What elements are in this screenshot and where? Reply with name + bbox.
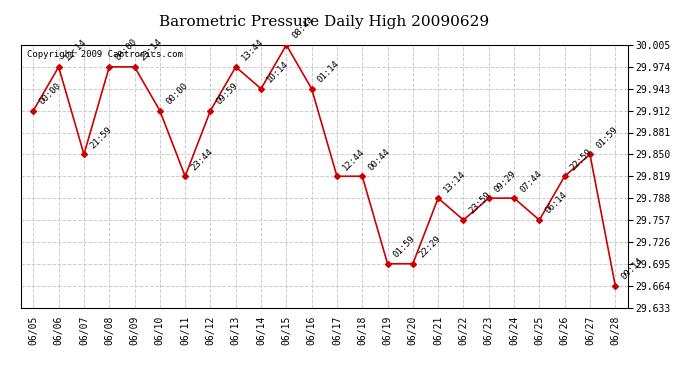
Text: 13:44: 13:44 — [240, 38, 265, 63]
Text: 06:14: 06:14 — [544, 190, 569, 216]
Text: 09:14: 09:14 — [620, 256, 644, 282]
Text: 01:59: 01:59 — [392, 234, 417, 260]
Text: Barometric Pressure Daily High 20090629: Barometric Pressure Daily High 20090629 — [159, 15, 489, 29]
Text: 01:59: 01:59 — [594, 125, 620, 150]
Text: 21:59: 21:59 — [88, 125, 113, 150]
Text: 13:14: 13:14 — [442, 169, 468, 194]
Text: 00:44: 00:44 — [366, 147, 392, 172]
Text: Copyright 2009 Cartronics.com: Copyright 2009 Cartronics.com — [27, 50, 183, 59]
Text: 07:44: 07:44 — [518, 169, 544, 194]
Text: 01:14: 01:14 — [316, 59, 341, 85]
Text: 22:59: 22:59 — [569, 147, 594, 172]
Text: 00:00: 00:00 — [113, 38, 139, 63]
Text: 08:44: 08:44 — [290, 15, 316, 41]
Text: 00:00: 00:00 — [164, 81, 189, 106]
Text: 09:59: 09:59 — [215, 81, 240, 106]
Text: 23:44: 23:44 — [189, 147, 215, 172]
Text: 12:44: 12:44 — [341, 147, 366, 172]
Text: 23:59: 23:59 — [468, 190, 493, 216]
Text: 09:29: 09:29 — [493, 169, 518, 194]
Text: 22:29: 22:29 — [417, 234, 442, 260]
Text: 00:00: 00:00 — [37, 81, 63, 106]
Text: 12:14: 12:14 — [63, 38, 88, 63]
Text: 10:14: 10:14 — [265, 59, 290, 85]
Text: 23:14: 23:14 — [139, 38, 164, 63]
